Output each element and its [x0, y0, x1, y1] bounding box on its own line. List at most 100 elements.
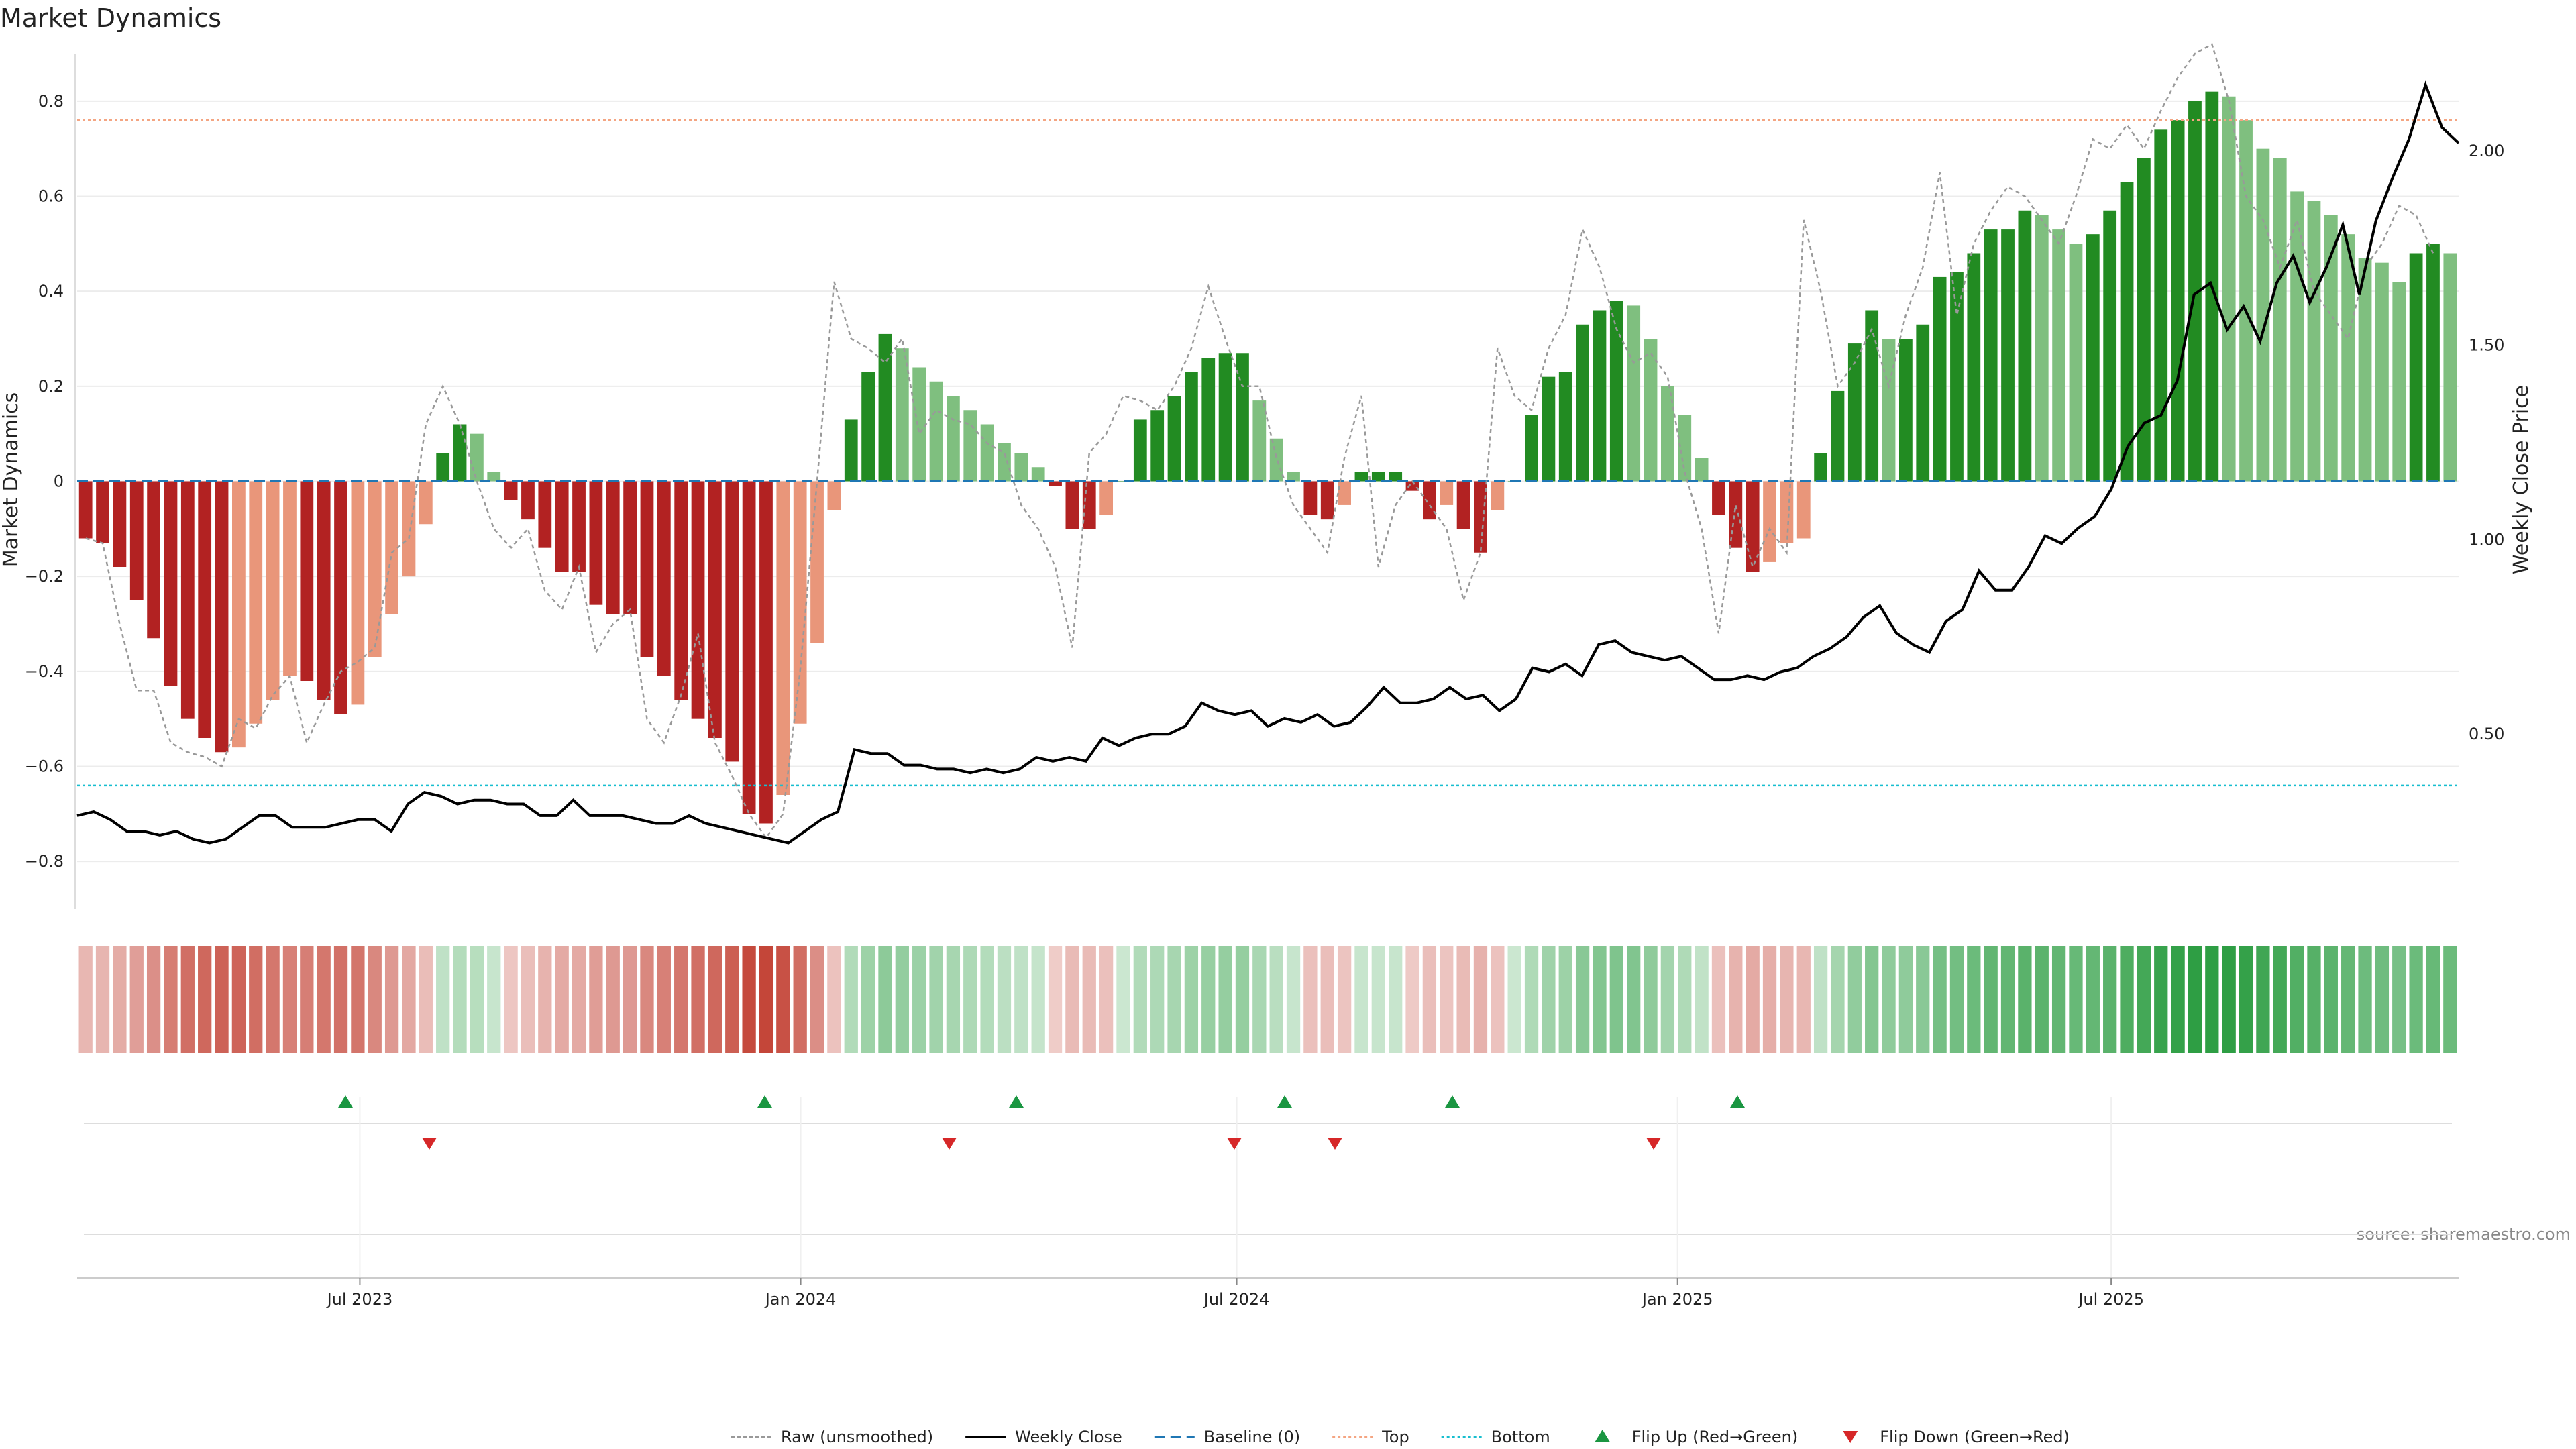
dynamics-bar	[2358, 258, 2372, 482]
dynamics-bar	[1338, 481, 1351, 505]
regime-cell	[1575, 946, 1590, 1053]
dynamics-bar	[1389, 472, 1403, 482]
dynamics-bar	[1474, 481, 1487, 553]
flip-up-marker	[1277, 1095, 1292, 1108]
x-tick-label: Jan 2025	[1641, 1290, 1713, 1309]
regime-cell	[300, 946, 314, 1053]
regime-cell	[2051, 946, 2066, 1053]
dynamics-bar	[1303, 481, 1318, 515]
dynamics-bar	[2120, 182, 2134, 482]
regime-cell	[1184, 946, 1199, 1053]
dynamics-bar	[1150, 410, 1165, 482]
dynamics-bar	[385, 481, 398, 614]
dynamics-bar	[164, 481, 178, 686]
regime-cell	[1286, 946, 1301, 1053]
regime-cell	[198, 946, 212, 1053]
regime-cell	[2035, 946, 2049, 1053]
regime-cell	[2273, 946, 2287, 1053]
dynamics-bar	[861, 372, 875, 482]
regime-cell	[78, 946, 93, 1053]
regime-cell	[1150, 946, 1165, 1053]
dynamics-bar	[878, 333, 892, 482]
dynamics-bar	[521, 481, 535, 520]
dynamics-bar	[929, 381, 943, 482]
regime-cell	[2154, 946, 2168, 1053]
dynamics-bar	[657, 481, 671, 676]
dynamics-bar	[555, 481, 569, 572]
dynamics-bar	[180, 481, 195, 719]
legend-item: Weekly Close	[965, 1428, 1122, 1446]
regime-strip	[78, 946, 2457, 1053]
regime-cell	[1593, 946, 1607, 1053]
regime-cell	[2409, 946, 2423, 1053]
legend-label: Top	[1381, 1428, 1409, 1446]
dynamics-bar	[1320, 481, 1334, 520]
dynamics-bar	[453, 424, 467, 482]
regime-cell	[2307, 946, 2321, 1053]
regime-cell	[470, 946, 484, 1053]
regime-cell	[963, 946, 977, 1053]
lines-layer	[76, 42, 2460, 845]
dynamics-bar	[198, 481, 212, 738]
flip-down-marker	[1646, 1138, 1661, 1150]
dynamics-bar	[1644, 339, 1658, 482]
dynamics-bar	[1661, 386, 1674, 482]
dynamics-bar	[1405, 481, 1419, 491]
flip-down-marker	[422, 1138, 437, 1150]
x-tick-label: Jan 2024	[764, 1290, 837, 1309]
dynamics-bar	[963, 410, 977, 482]
dynamics-bar	[589, 481, 603, 605]
regime-cell	[436, 946, 450, 1053]
regime-cell	[2358, 946, 2372, 1053]
dynamics-bar	[1678, 415, 1692, 482]
dynamics-bar	[1609, 301, 1623, 482]
regime-cell	[1014, 946, 1028, 1053]
dynamics-bar	[368, 481, 382, 657]
left-tick-label: 0.6	[38, 187, 64, 206]
regime-cell	[146, 946, 161, 1053]
flip-up-marker	[757, 1095, 772, 1108]
left-tick-label: −0.8	[25, 852, 64, 871]
legend-item: Top	[1332, 1428, 1409, 1446]
regime-cell	[1542, 946, 1556, 1053]
dynamics-bar	[623, 481, 637, 614]
regime-cell	[997, 946, 1012, 1053]
right-tick-label: 1.00	[2469, 530, 2504, 549]
right-tick-label: 2.00	[2469, 142, 2504, 160]
regime-cell	[2375, 946, 2390, 1053]
regime-cell	[1320, 946, 1334, 1053]
left-tick-label: −0.4	[25, 662, 64, 681]
dynamics-bar	[1065, 481, 1079, 529]
regime-cell	[657, 946, 671, 1053]
regime-cell	[691, 946, 705, 1053]
dynamics-bar	[708, 481, 722, 738]
dynamics-bar	[2171, 120, 2185, 482]
dynamics-bar	[2103, 210, 2117, 482]
dynamics-bar	[759, 481, 773, 824]
regime-cell	[1949, 946, 1964, 1053]
dynamics-bar	[776, 481, 790, 795]
regime-cell	[538, 946, 552, 1053]
regime-cell	[1695, 946, 1709, 1053]
dynamics-bar	[947, 396, 960, 482]
regime-cell	[1099, 946, 1114, 1053]
regime-cell	[1831, 946, 1845, 1053]
regime-cell	[2069, 946, 2083, 1053]
dynamics-bar	[1133, 419, 1147, 482]
regime-cell	[2018, 946, 2032, 1053]
dynamics-bar	[1049, 481, 1062, 486]
regime-cell	[1916, 946, 1930, 1053]
regime-cell	[113, 946, 127, 1053]
regime-cell	[521, 946, 535, 1053]
regime-cell	[368, 946, 382, 1053]
legend-swatch-flip-up	[1595, 1430, 1610, 1442]
regime-cell	[946, 946, 961, 1053]
regime-cell	[164, 946, 178, 1053]
regime-cell	[929, 946, 943, 1053]
regime-cell	[351, 946, 365, 1053]
dynamics-bar	[351, 481, 365, 705]
regime-cell	[1558, 946, 1572, 1053]
regime-cell	[895, 946, 909, 1053]
regime-cell	[1354, 946, 1368, 1053]
dynamics-bar	[2409, 253, 2423, 482]
